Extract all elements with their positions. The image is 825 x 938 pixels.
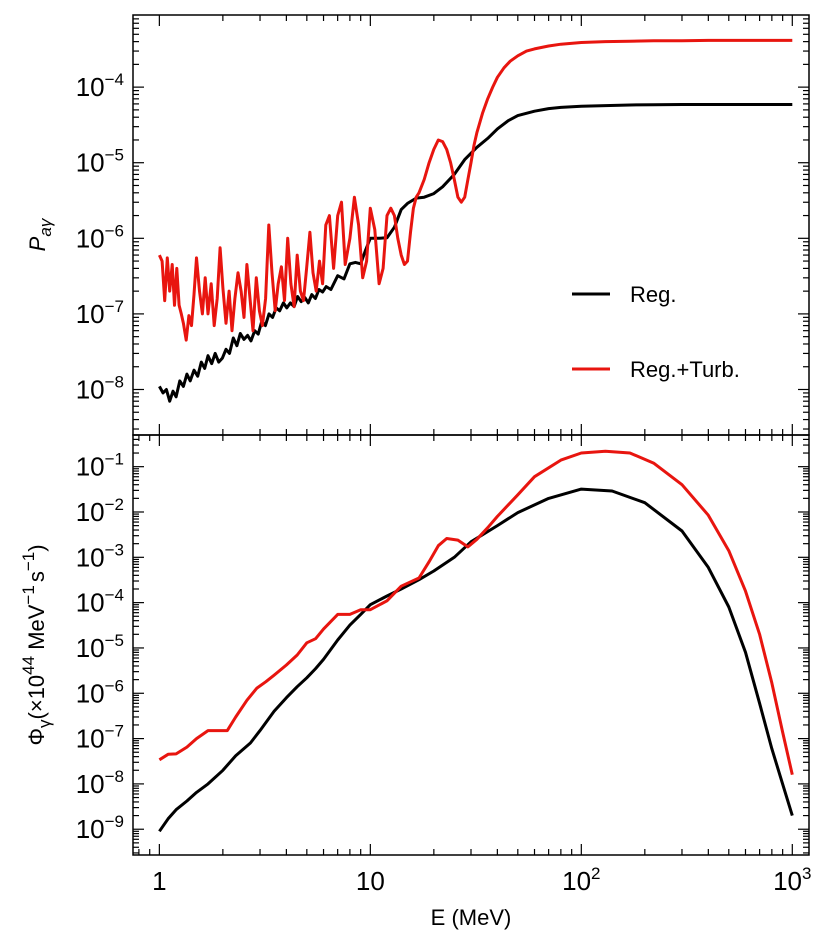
y-tick-label-bottom: 10−3 — [76, 540, 124, 572]
y-tick-label-top: 10−5 — [76, 146, 124, 178]
ylabel-exp-44: 44 — [19, 656, 38, 675]
x-tick-label-exp: 3 — [802, 864, 811, 883]
y-tick-label-bottom-base: 10 — [76, 633, 105, 663]
y-tick-label-bottom-exp: −3 — [105, 540, 124, 559]
top-y-axis-label-main: P — [25, 236, 50, 251]
y-tick-label-bottom-exp: −2 — [105, 495, 124, 514]
x-tick-label-base: 10 — [562, 866, 591, 896]
y-tick-label-bottom: 10−4 — [76, 586, 124, 618]
ylabel-s: s — [24, 571, 49, 582]
y-tick-label-top-base: 10 — [76, 374, 105, 404]
ylabel-gamma-sub: γ — [35, 719, 54, 728]
y-tick-label-bottom: 10−8 — [76, 767, 124, 799]
bottom-panel-y-tick-labels: 10−910−810−710−610−510−410−310−210−1 — [76, 450, 124, 845]
y-tick-label-top-exp: −5 — [105, 146, 124, 165]
y-tick-label-bottom-exp: −5 — [105, 631, 124, 650]
top-panel-series — [158, 38, 793, 403]
y-tick-label-bottom-base: 10 — [76, 724, 105, 754]
y-tick-label-bottom-exp: −4 — [105, 586, 124, 605]
x-tick-label: 103 — [773, 864, 811, 896]
y-tick-label-bottom: 10−7 — [76, 722, 124, 754]
y-tick-label-top: 10−8 — [76, 372, 124, 404]
top-panel-y-tick-labels: 10−810−710−610−510−4 — [76, 70, 124, 404]
x-tick-labels: 1 10 102 103 — [152, 864, 811, 896]
y-tick-label-bottom-base: 10 — [76, 678, 105, 708]
x-tick-label-base: 1 — [152, 866, 166, 896]
ylabel-close-paren: ) — [24, 544, 49, 551]
x-tick-label-base: 10 — [773, 866, 802, 896]
y-tick-label-bottom-base: 10 — [76, 542, 105, 572]
y-tick-label-bottom-exp: −6 — [105, 676, 124, 695]
top-y-axis-label-sub: aγ — [36, 217, 55, 236]
y-tick-label-bottom: 10−6 — [76, 676, 124, 708]
y-tick-label-top-exp: −8 — [105, 372, 124, 391]
legend: Reg. Reg.+Turb. — [572, 282, 740, 382]
y-tick-label-bottom-exp: −7 — [105, 722, 124, 741]
ylabel-exp-s: −1 — [19, 552, 38, 571]
y-tick-label-top-base: 10 — [76, 72, 105, 102]
ylabel-phi: Φ — [24, 728, 49, 746]
y-tick-label-bottom-base: 10 — [76, 814, 105, 844]
x-tick-label-exp: 2 — [591, 864, 600, 883]
y-tick-label-top: 10−6 — [76, 221, 124, 253]
y-tick-label-bottom-base: 10 — [76, 769, 105, 799]
x-axis-label: E (MeV) — [431, 905, 512, 930]
bottom-panel-frame — [132, 434, 810, 856]
y-tick-label-bottom-base: 10 — [76, 497, 105, 527]
y-tick-label-top-base: 10 — [76, 299, 105, 329]
y-tick-label-top-exp: −6 — [105, 221, 124, 240]
x-tick-label: 10 — [356, 866, 385, 896]
top-series-reg-turb-line — [158, 38, 793, 342]
x-tick-label-base: 10 — [356, 866, 385, 896]
bottom-y-axis-label: Φγ(×1044 MeV−1s−1) — [19, 544, 54, 745]
top-y-axis-label: Paγ — [25, 217, 55, 251]
bottom-series-reg-turb-line — [158, 449, 794, 776]
legend-label-reg: Reg. — [630, 282, 676, 307]
y-tick-label-top: 10−4 — [76, 70, 124, 102]
y-tick-label-bottom: 10−9 — [76, 812, 124, 844]
y-tick-label-top: 10−7 — [76, 297, 124, 329]
y-tick-label-bottom-exp: −1 — [105, 450, 124, 469]
y-tick-label-bottom: 10−1 — [76, 450, 124, 482]
y-tick-label-bottom: 10−2 — [76, 495, 124, 527]
bottom-series-reg-line — [158, 487, 794, 833]
ylabel-exp-mev: −1 — [19, 585, 38, 604]
top-panel-ticks — [133, 15, 809, 435]
y-tick-label-bottom-exp: −8 — [105, 767, 124, 786]
legend-label-reg-turb: Reg.+Turb. — [630, 357, 740, 382]
y-tick-label-bottom: 10−5 — [76, 631, 124, 663]
y-tick-label-bottom-exp: −9 — [105, 812, 124, 831]
y-tick-label-bottom-base: 10 — [76, 588, 105, 618]
y-tick-label-top-base: 10 — [76, 223, 105, 253]
x-tick-label: 102 — [562, 864, 600, 896]
ylabel-times-ten: (×10 — [24, 675, 49, 720]
y-tick-label-top-exp: −7 — [105, 297, 124, 316]
y-tick-label-top-base: 10 — [76, 148, 105, 178]
y-tick-label-bottom-base: 10 — [76, 452, 105, 482]
bottom-panel-series — [158, 449, 794, 833]
x-tick-label: 1 — [152, 866, 166, 896]
y-tick-label-top-exp: −4 — [105, 70, 124, 89]
bottom-panel-ticks — [133, 434, 809, 855]
ylabel-mev: MeV — [24, 604, 49, 656]
